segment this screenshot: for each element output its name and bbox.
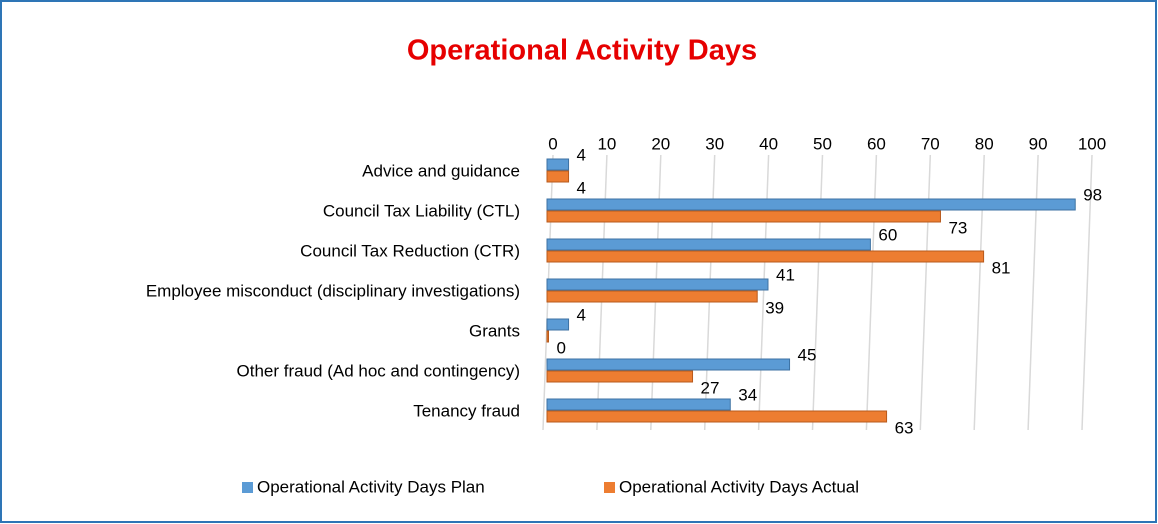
legend-swatch: [242, 482, 253, 493]
bar: [546, 358, 791, 371]
value-label: 4: [577, 145, 586, 164]
value-label: 73: [948, 218, 967, 237]
bar: [546, 278, 769, 291]
bar: [546, 410, 888, 423]
value-label: 60: [878, 225, 897, 244]
value-label: 98: [1083, 185, 1102, 204]
bar: [546, 398, 731, 411]
value-label: 4: [577, 305, 586, 324]
x-tick-label: 60: [867, 134, 886, 153]
legend-label: Operational Activity Days Plan: [257, 477, 485, 496]
value-label: 41: [776, 265, 795, 284]
bar: [546, 198, 1076, 211]
value-label: 39: [765, 298, 784, 317]
x-tick-label: 10: [597, 134, 616, 153]
bar: [546, 370, 694, 383]
bar: [546, 210, 941, 223]
bar: [546, 238, 871, 251]
bar: [546, 330, 549, 343]
bar: [546, 250, 985, 263]
category-label: Employee misconduct (disciplinary invest…: [146, 281, 520, 300]
x-tick-label: 70: [921, 134, 940, 153]
x-tick-label: 90: [1029, 134, 1048, 153]
category-label: Council Tax Reduction (CTR): [300, 241, 520, 260]
chart-title: Operational Activity Days: [407, 35, 757, 67]
x-tick-label: 0: [548, 134, 557, 153]
legend-swatch: [604, 482, 615, 493]
x-tick-label: 30: [705, 134, 724, 153]
category-label: Grants: [469, 321, 520, 340]
category-label: Council Tax Liability (CTL): [323, 201, 520, 220]
bar: [546, 318, 570, 331]
value-label: 81: [992, 258, 1011, 277]
value-label: 4: [577, 178, 586, 197]
value-label: 63: [895, 418, 914, 437]
category-label: Advice and guidance: [362, 161, 520, 180]
x-tick-label: 40: [759, 134, 778, 153]
value-label: 27: [701, 378, 720, 397]
legend-label: Operational Activity Days Actual: [619, 477, 859, 496]
value-label: 34: [738, 385, 757, 404]
value-label: 45: [798, 345, 817, 364]
x-tick-label: 50: [813, 134, 832, 153]
grid-line: [1081, 154, 1093, 431]
bar: [546, 158, 570, 171]
value-label: 0: [557, 338, 566, 357]
bar: [546, 290, 758, 303]
x-tick-label: 20: [651, 134, 670, 153]
category-label: Tenancy fraud: [413, 401, 520, 420]
category-label: Other fraud (Ad hoc and contingency): [237, 361, 521, 380]
bar: [546, 170, 570, 183]
x-tick-label: 100: [1078, 134, 1106, 153]
x-tick-label: 80: [975, 134, 994, 153]
